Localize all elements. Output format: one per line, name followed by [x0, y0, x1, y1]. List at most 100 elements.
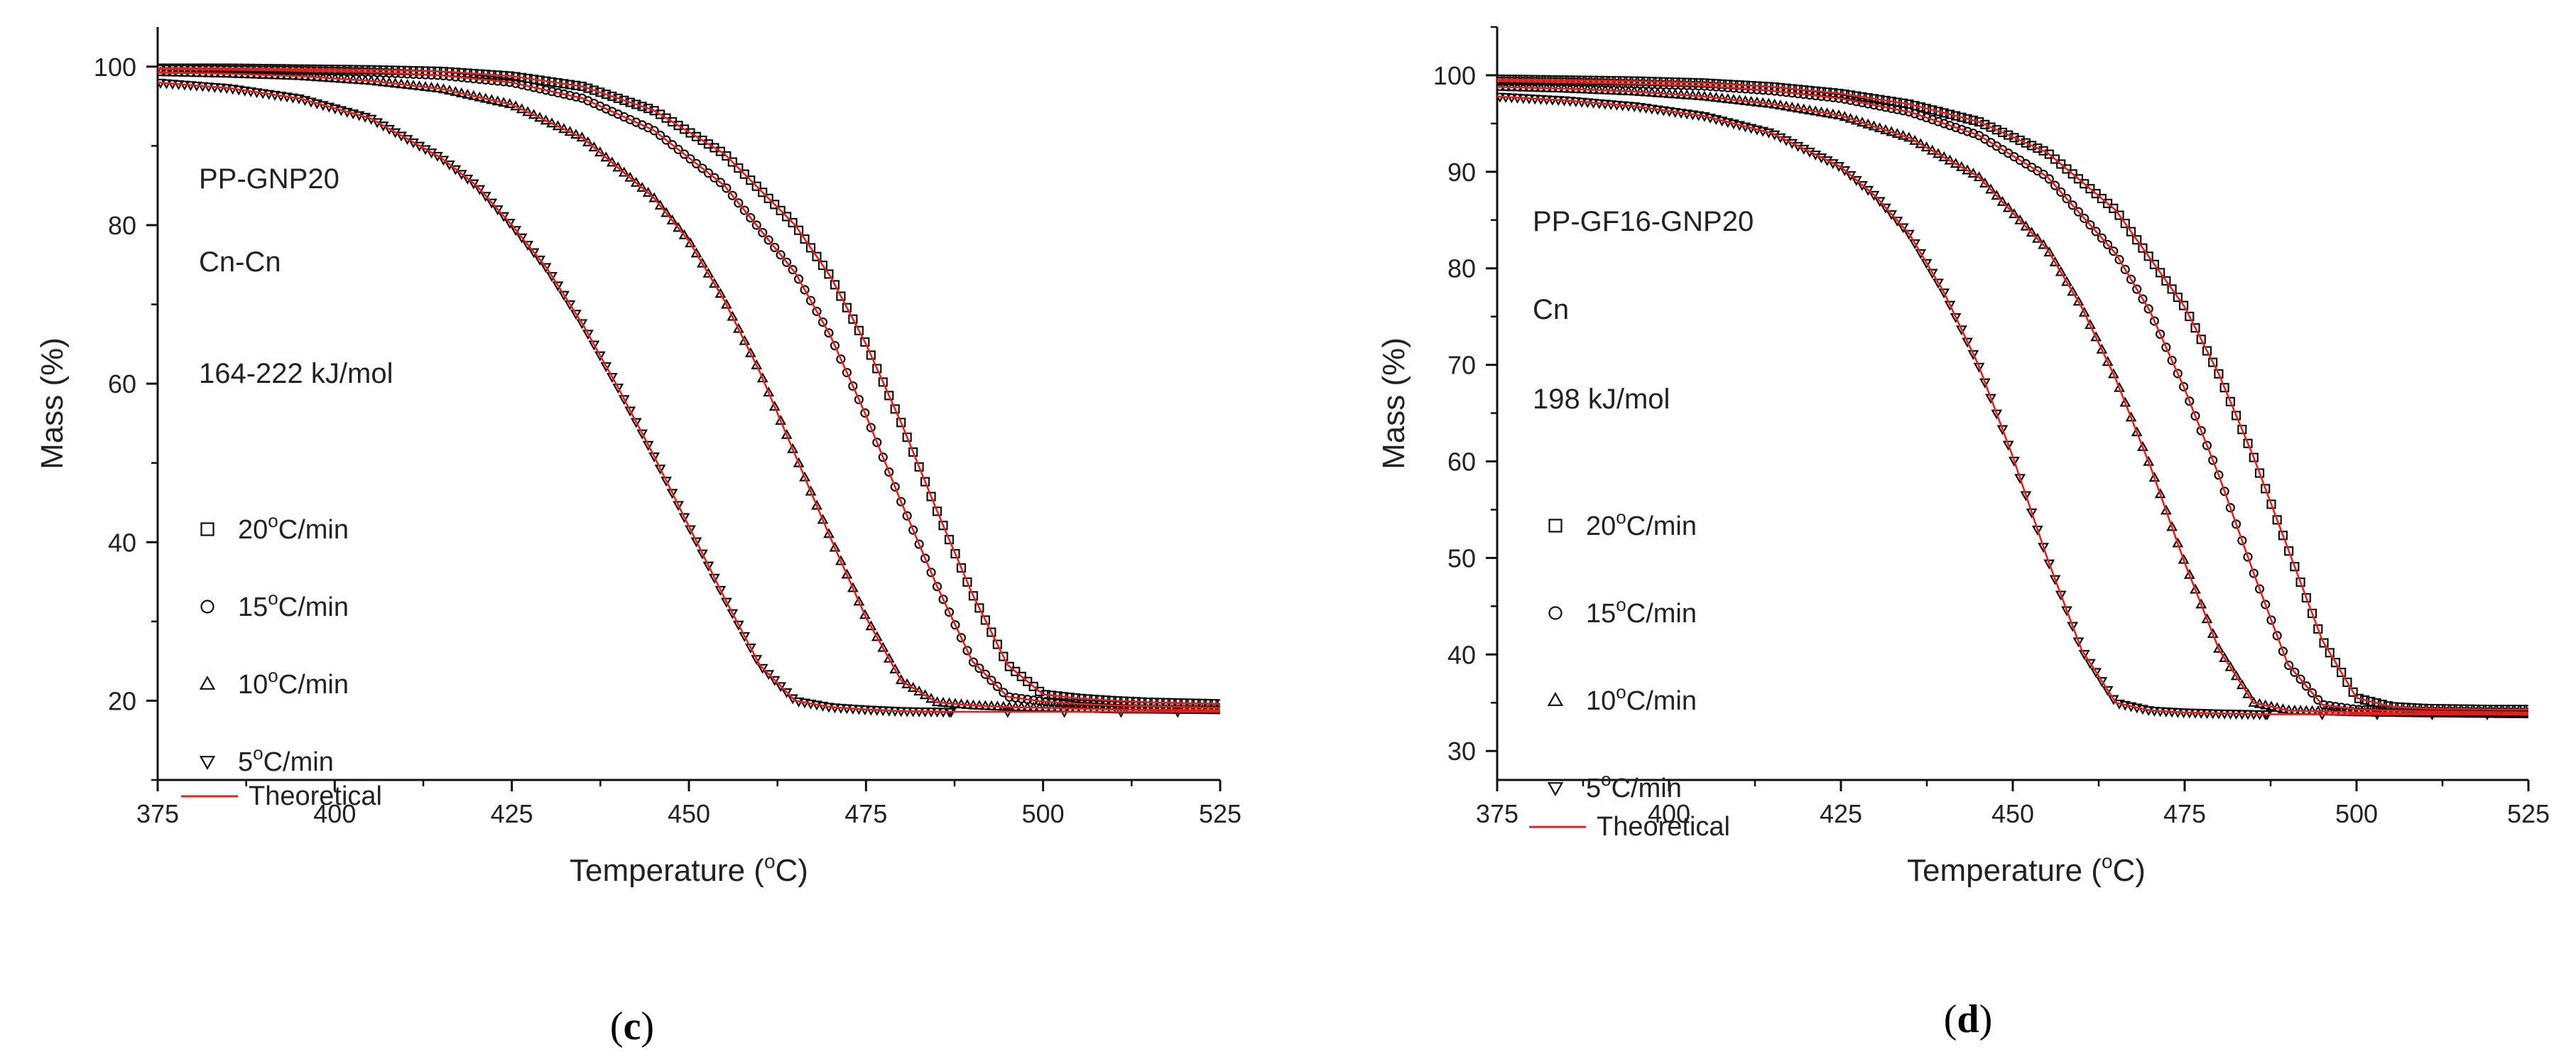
data-point	[1957, 124, 1967, 134]
legend-marker-triangle-down	[1547, 782, 1564, 797]
data-point	[1879, 203, 1891, 214]
data-point	[600, 362, 612, 372]
data-point	[2107, 368, 2119, 379]
annotation-0: PP-GF16-GNP20	[1533, 206, 1754, 237]
x-tick-label: 450	[1991, 799, 2034, 828]
data-point	[2214, 470, 2224, 480]
data-point	[2330, 658, 2341, 668]
data-point	[2038, 169, 2048, 180]
data-point	[2072, 637, 2085, 648]
data-point	[2313, 624, 2323, 634]
data-point	[2183, 568, 2195, 579]
data-point	[727, 310, 739, 321]
data-point	[654, 465, 666, 475]
data-point	[2055, 590, 2067, 601]
data-point	[817, 317, 828, 327]
data-point	[710, 173, 719, 183]
data-point	[793, 457, 805, 467]
data-point	[848, 381, 858, 391]
data-point	[2021, 138, 2031, 148]
data-point	[902, 432, 912, 443]
data-point	[642, 440, 654, 451]
x-tick-label: 375	[1476, 799, 1518, 828]
data-point	[2109, 246, 2119, 256]
data-point	[685, 237, 696, 248]
data-point	[491, 205, 504, 216]
data-point	[1897, 223, 1909, 234]
data-point	[2243, 552, 2253, 562]
data-point	[763, 193, 773, 203]
data-point	[781, 688, 793, 698]
data-point	[2249, 452, 2259, 462]
data-point	[2138, 243, 2148, 253]
data-point	[2232, 411, 2241, 421]
annotation-1: Cn	[1533, 294, 1569, 325]
data-point	[1957, 112, 1967, 122]
data-point	[595, 87, 605, 97]
data-point	[1874, 197, 1886, 207]
data-point	[871, 631, 883, 641]
data-point	[974, 603, 984, 613]
data-point	[685, 154, 695, 164]
data-point	[776, 250, 786, 260]
data-point	[2266, 499, 2276, 509]
data-point	[2207, 627, 2219, 639]
data-point	[2219, 383, 2229, 393]
data-point	[2307, 688, 2317, 698]
data-point	[2014, 214, 2026, 224]
data-point	[2266, 615, 2276, 625]
data-point	[1944, 300, 1956, 311]
data-point	[654, 199, 666, 210]
y-tick-label: 80	[1447, 254, 1476, 283]
data-point	[2196, 335, 2206, 345]
data-point	[938, 521, 948, 531]
data-point	[2033, 143, 2043, 153]
data-point	[926, 568, 936, 578]
data-point	[782, 257, 792, 267]
data-point	[2224, 661, 2237, 671]
data-point	[2167, 355, 2177, 365]
data-point	[853, 595, 865, 606]
data-point	[2185, 311, 2195, 322]
data-point	[841, 568, 853, 579]
data-point	[2232, 519, 2241, 529]
data-point	[1955, 325, 1967, 336]
data-point	[836, 291, 846, 301]
data-point	[812, 251, 822, 261]
data-point	[758, 188, 768, 197]
data-point	[2178, 381, 2189, 391]
data-point	[2020, 220, 2032, 231]
legend-marker-triangle-down	[199, 756, 216, 771]
data-point	[708, 277, 720, 288]
data-point	[732, 620, 744, 631]
legend-item-4: Theoretical	[1529, 812, 1730, 842]
data-point	[667, 140, 678, 150]
data-point	[1933, 278, 1944, 289]
data-point	[649, 126, 659, 136]
data-point	[720, 298, 732, 309]
data-point	[702, 561, 714, 572]
data-point	[1926, 269, 1938, 279]
x-tick-label: 525	[2507, 799, 2550, 828]
data-point	[1928, 105, 1938, 115]
data-point	[1945, 121, 1955, 131]
data-point	[727, 157, 737, 167]
legend-label-value: 15	[238, 592, 268, 622]
data-point	[2137, 440, 2148, 451]
data-point	[2002, 202, 2014, 212]
theoretical-curve	[1497, 95, 2528, 715]
legend-label-degree: o	[268, 665, 278, 686]
data-point	[2067, 169, 2077, 179]
data-point	[744, 644, 756, 654]
data-point	[2295, 578, 2305, 587]
data-point	[2009, 456, 2020, 467]
data-point	[2360, 695, 2370, 705]
data-point	[2156, 268, 2165, 278]
data-point	[2301, 592, 2311, 603]
data-point	[2073, 207, 2084, 217]
data-point	[1910, 109, 1920, 119]
data-point	[859, 609, 871, 619]
data-point	[2078, 650, 2090, 661]
legend-label-unit: C/min	[263, 747, 334, 777]
